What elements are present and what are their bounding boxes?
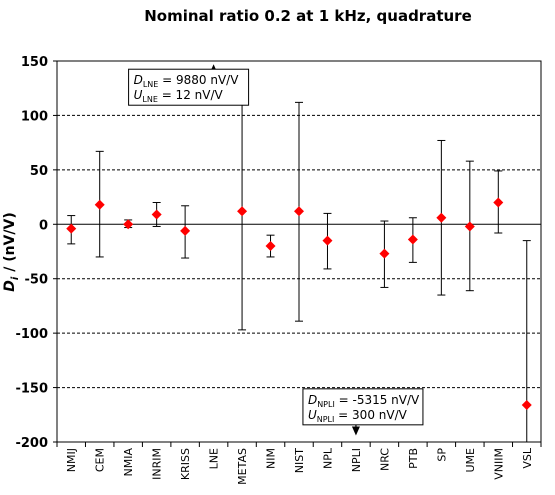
data-point — [521, 399, 532, 410]
data-point — [436, 212, 447, 223]
annotation-text: ULNE = 12 nV/V — [134, 88, 224, 104]
annotation-text: DNPLI = -5315 nV/V — [308, 393, 420, 409]
annotation-text: DLNE = 9880 nV/V — [134, 73, 240, 89]
x-tick-label: VSL — [521, 447, 534, 469]
data-point — [123, 219, 134, 230]
y-tick-label: 150 — [21, 55, 48, 70]
plot-area — [56, 60, 542, 443]
y-tick-label: -50 — [25, 273, 49, 288]
x-tick-label: NPL — [321, 447, 334, 469]
x-tick-label: UME — [464, 448, 477, 473]
data-point — [493, 197, 504, 208]
x-tick-label: KRISS — [179, 448, 192, 480]
y-tick-label: 100 — [21, 109, 48, 124]
data-point — [294, 206, 304, 217]
data-point — [180, 225, 191, 236]
x-axis: NMIJ CEM NMIA INRIM KRISS LNE METAS NIM NIST NPL N… — [56, 442, 542, 485]
data-point — [265, 241, 276, 252]
data-point — [94, 199, 105, 210]
y-tick-label: 50 — [30, 164, 48, 179]
data-point — [237, 206, 248, 217]
x-tick-label: NRC — [378, 448, 391, 471]
y-tick-label: -100 — [15, 327, 48, 342]
x-tick-label: VNIIM — [492, 448, 505, 480]
data-point — [379, 248, 390, 259]
y-axis-label-subscript: i — [10, 276, 21, 280]
data-point — [66, 223, 77, 234]
y-axis: 150 100 50 0 -50 -100 -150 -200 — [15, 55, 57, 451]
y-axis-label: Di / (nV/V) — [2, 212, 21, 291]
y-axis-label-symbol: D — [2, 280, 18, 292]
plot-border — [56, 60, 542, 443]
data-point — [322, 235, 333, 246]
x-tick-label: NIST — [293, 448, 306, 473]
data-point — [464, 221, 475, 232]
data-point — [407, 234, 418, 245]
y-tick-label: -150 — [15, 382, 48, 397]
annotation-arrowhead — [351, 426, 360, 436]
data-points — [66, 197, 532, 410]
chart-title: Nominal ratio 0.2 at 1 kHz, quadrature — [144, 7, 472, 25]
x-tick-label: LNE — [208, 448, 221, 469]
x-tick-label: SP — [435, 448, 448, 462]
x-tick-label: INRIM — [151, 448, 164, 480]
y-axis-label-unit: / (nV/V) — [2, 212, 18, 276]
x-tick-label: NIM — [265, 448, 278, 469]
x-tick-label: CEM — [94, 448, 107, 472]
data-point — [151, 209, 162, 220]
annotation-box — [302, 388, 424, 426]
x-tick-label: NPLI — [350, 448, 363, 472]
annotation-box — [128, 68, 250, 106]
y-tick-label: -200 — [15, 436, 48, 451]
error-bars — [67, 93, 531, 442]
x-tick-label: NMIJ — [65, 448, 78, 472]
y-tick-label: 0 — [39, 218, 48, 233]
annotation-text: UNPLI = 300 nV/V — [308, 408, 408, 424]
x-tick-label: NMIA — [122, 448, 135, 477]
x-tick-label: METAS — [236, 448, 249, 485]
x-tick-label: PTB — [407, 448, 420, 469]
